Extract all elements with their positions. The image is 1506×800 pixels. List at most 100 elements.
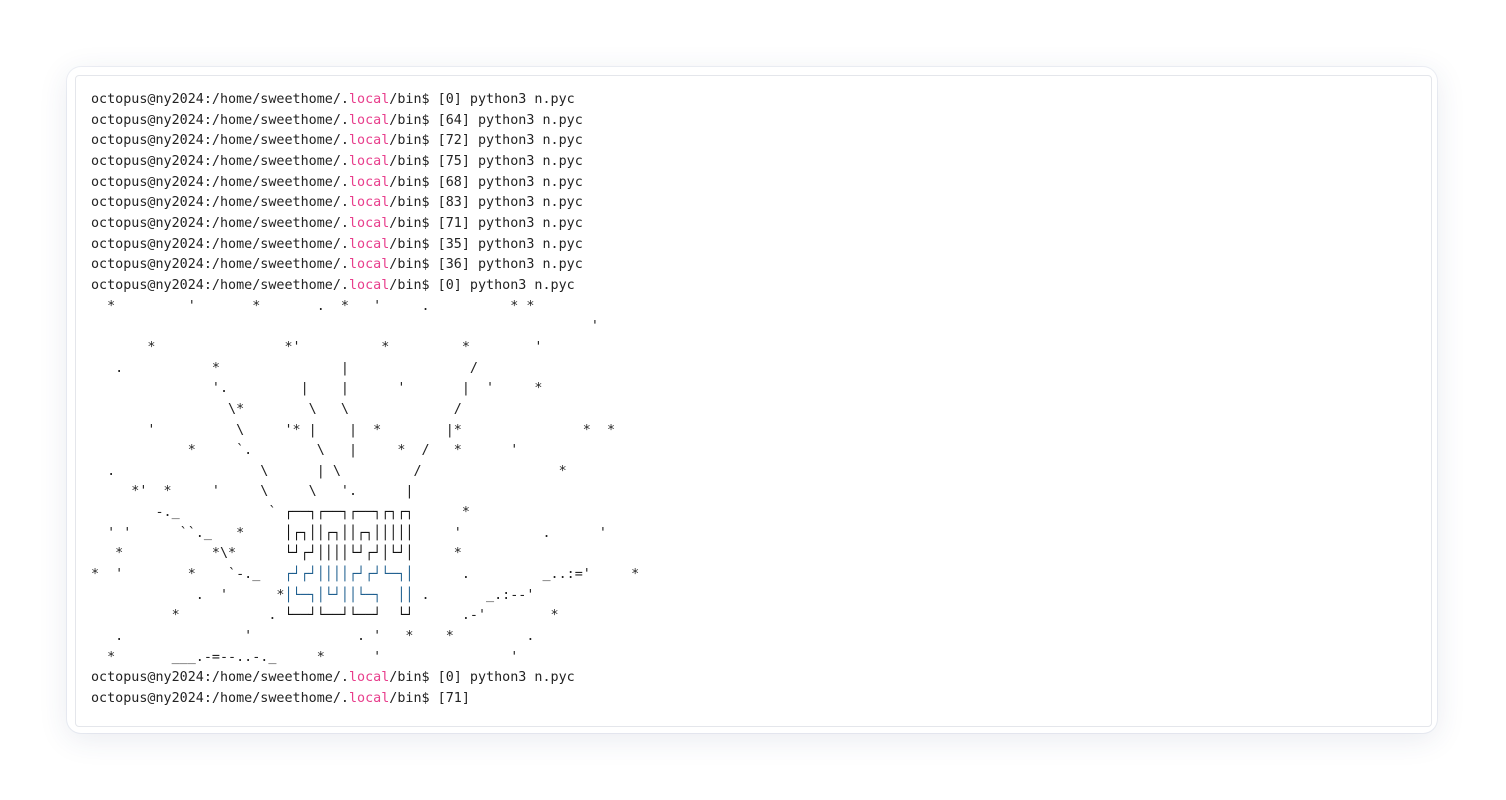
command-text: python3 n.pyc — [477, 215, 583, 231]
ascii-art-segment: .-' * — [413, 608, 559, 624]
ascii-art-line: . * | / — [91, 359, 639, 380]
prompt-line: octopus@ny2024:/home/sweethome/.local/bi… — [91, 689, 639, 710]
ascii-art-line: . ' *│└─┐│└┘││└─┐ ││ . _.:--' — [91, 586, 639, 607]
ascii-art-line: ' ' ``._ * │┌┐││┌┐││┌┐│││││ ' . ' — [91, 524, 639, 545]
exit-code: [71] — [437, 215, 470, 231]
exit-code: [35] — [437, 236, 470, 252]
prompt-local-dir: local — [348, 257, 390, 273]
command-text: python3 n.pyc — [469, 92, 575, 107]
ascii-art-segment: * `. \ | * / * ' — [91, 443, 519, 459]
prompt-prefix: octopus@ny2024:/home/sweethome/. — [91, 257, 349, 273]
ascii-art-line: . ' . ' * * . — [91, 627, 639, 648]
ascii-art-segment: * ___.-=--..-._ * ' ' — [91, 649, 519, 665]
ascii-art-line: * *' * * ' — [91, 338, 639, 359]
prompt-line: octopus@ny2024:/home/sweethome/.local/bi… — [91, 111, 639, 132]
ascii-art-segment: ' ' ``._ * — [91, 525, 285, 541]
command-text: python3 n.pyc — [477, 257, 583, 273]
prompt-local-dir: local — [348, 277, 390, 293]
ascii-2024-box-row: ┌┘┌┘││││┌┘┌┘└─┐│ — [284, 567, 414, 583]
prompt-local-dir: local — [348, 195, 390, 211]
prompt-line: octopus@ny2024:/home/sweethome/.local/bi… — [91, 173, 639, 194]
ascii-art-segment: *' * ' \ \ '. | — [91, 484, 414, 500]
command-text: python3 n.pyc — [477, 153, 583, 169]
prompt-local-dir: local — [348, 174, 390, 190]
ascii-art-line: '. | | ' | ' * — [91, 379, 639, 400]
prompt-suffix: /bin$ — [389, 215, 438, 231]
ascii-art-segment: * ' * . * ' . * * — [91, 298, 535, 314]
terminal-card: octopus@ny2024:/home/sweethome/.local/bi… — [67, 67, 1437, 733]
ascii-art-line: -._ ` ┌──┐┌──┐┌──┐┌┐┌┐ * — [91, 503, 639, 524]
terminal-window[interactable]: octopus@ny2024:/home/sweethome/.local/bi… — [75, 75, 1432, 727]
ascii-art-segment: ' \ '* | | * |* * * — [91, 422, 616, 438]
ascii-art-line: * ' * . * ' . * * — [91, 297, 639, 318]
ascii-art-segment: \* \ \ / — [91, 401, 462, 417]
command-text: python3 n.pyc — [477, 174, 583, 190]
prompt-local-dir: local — [348, 236, 390, 252]
ascii-art-segment: * — [413, 546, 462, 562]
ascii-art-line: ' \ '* | | * |* * * — [91, 421, 639, 442]
prompt-line: octopus@ny2024:/home/sweethome/.local/bi… — [91, 90, 639, 111]
ascii-art-segment: . _.:--' — [413, 587, 535, 603]
prompt-line: octopus@ny2024:/home/sweethome/.local/bi… — [91, 235, 639, 256]
exit-code: [72] — [437, 133, 470, 149]
prompt-prefix: octopus@ny2024:/home/sweethome/. — [91, 691, 349, 707]
prompt-suffix: /bin$ — [389, 153, 438, 169]
ascii-art-line: ' — [91, 317, 639, 338]
ascii-art-line: . \ | \ / * — [91, 462, 639, 483]
ascii-art-segment: * ' * `-._ — [91, 567, 285, 583]
prompt-prefix: octopus@ny2024:/home/sweethome/. — [91, 133, 349, 149]
prompt-suffix: /bin$ — [389, 691, 438, 707]
ascii-art-segment: . _..:=' * — [413, 567, 640, 583]
prompt-prefix: octopus@ny2024:/home/sweethome/. — [91, 215, 349, 231]
ascii-art-segment: ' — [91, 319, 599, 335]
prompt-prefix: octopus@ny2024:/home/sweethome/. — [91, 195, 349, 211]
ascii-art-segment: . ' * — [91, 587, 285, 603]
exit-code: [0] — [437, 277, 462, 293]
command-text: python3 n.pyc — [469, 670, 575, 686]
prompt-line: octopus@ny2024:/home/sweethome/.local/bi… — [91, 152, 639, 173]
ascii-2024-box-row: └┘┌┘││││└┘┌┘│└┘│ — [284, 546, 414, 562]
prompt-local-dir: local — [348, 691, 390, 707]
ascii-art-line: \* \ \ / — [91, 400, 639, 421]
ascii-art-segment: -._ ` — [91, 505, 285, 521]
prompt-suffix: /bin$ — [389, 92, 438, 107]
ascii-art-segment: * *' * * ' — [91, 339, 543, 355]
command-text: python3 n.pyc — [477, 133, 583, 149]
exit-code: [64] — [437, 112, 470, 128]
ascii-art-segment: ' . ' — [413, 525, 607, 541]
exit-code: [68] — [437, 174, 470, 190]
terminal-output: octopus@ny2024:/home/sweethome/.local/bi… — [91, 90, 639, 710]
ascii-art-segment: * *\* — [91, 546, 285, 562]
prompt-line: octopus@ny2024:/home/sweethome/.local/bi… — [91, 668, 639, 689]
exit-code: [36] — [437, 257, 470, 273]
ascii-2024-box-row: │┌┐││┌┐││┌┐│││││ — [284, 525, 414, 541]
ascii-art-segment: . * | / — [91, 360, 478, 376]
ascii-art-segment: . \ | \ / * — [91, 463, 567, 479]
command-text: python3 n.pyc — [477, 195, 583, 211]
prompt-prefix: octopus@ny2024:/home/sweethome/. — [91, 112, 349, 128]
exit-code: [0] — [437, 92, 462, 107]
command-text: python3 n.pyc — [477, 236, 583, 252]
ascii-art-line: * ' * `-._ ┌┘┌┘││││┌┘┌┘└─┐│ . _..:=' * — [91, 565, 639, 586]
prompt-local-dir: local — [348, 670, 390, 686]
prompt-local-dir: local — [348, 215, 390, 231]
prompt-prefix: octopus@ny2024:/home/sweethome/. — [91, 153, 349, 169]
ascii-art-line: *' * ' \ \ '. | — [91, 482, 639, 503]
ascii-art-line: * ___.-=--..-._ * ' ' — [91, 648, 639, 669]
prompt-suffix: /bin$ — [389, 257, 438, 273]
prompt-suffix: /bin$ — [389, 277, 438, 293]
prompt-suffix: /bin$ — [389, 670, 438, 686]
prompt-suffix: /bin$ — [389, 133, 438, 149]
prompt-prefix: octopus@ny2024:/home/sweethome/. — [91, 92, 349, 107]
exit-code: [75] — [437, 153, 470, 169]
prompt-line: octopus@ny2024:/home/sweethome/.local/bi… — [91, 214, 639, 235]
ascii-art-segment: * . — [91, 608, 285, 624]
ascii-art-line: * *\* └┘┌┘││││└┘┌┘│└┘│ * — [91, 544, 639, 565]
prompt-line: octopus@ny2024:/home/sweethome/.local/bi… — [91, 193, 639, 214]
prompt-line: octopus@ny2024:/home/sweethome/.local/bi… — [91, 276, 639, 297]
ascii-2024-box-row: │└─┐│└┘││└─┐ ││ — [284, 587, 414, 603]
prompt-local-dir: local — [348, 92, 390, 107]
prompt-local-dir: local — [348, 112, 390, 128]
prompt-prefix: octopus@ny2024:/home/sweethome/. — [91, 174, 349, 190]
prompt-suffix: /bin$ — [389, 112, 438, 128]
